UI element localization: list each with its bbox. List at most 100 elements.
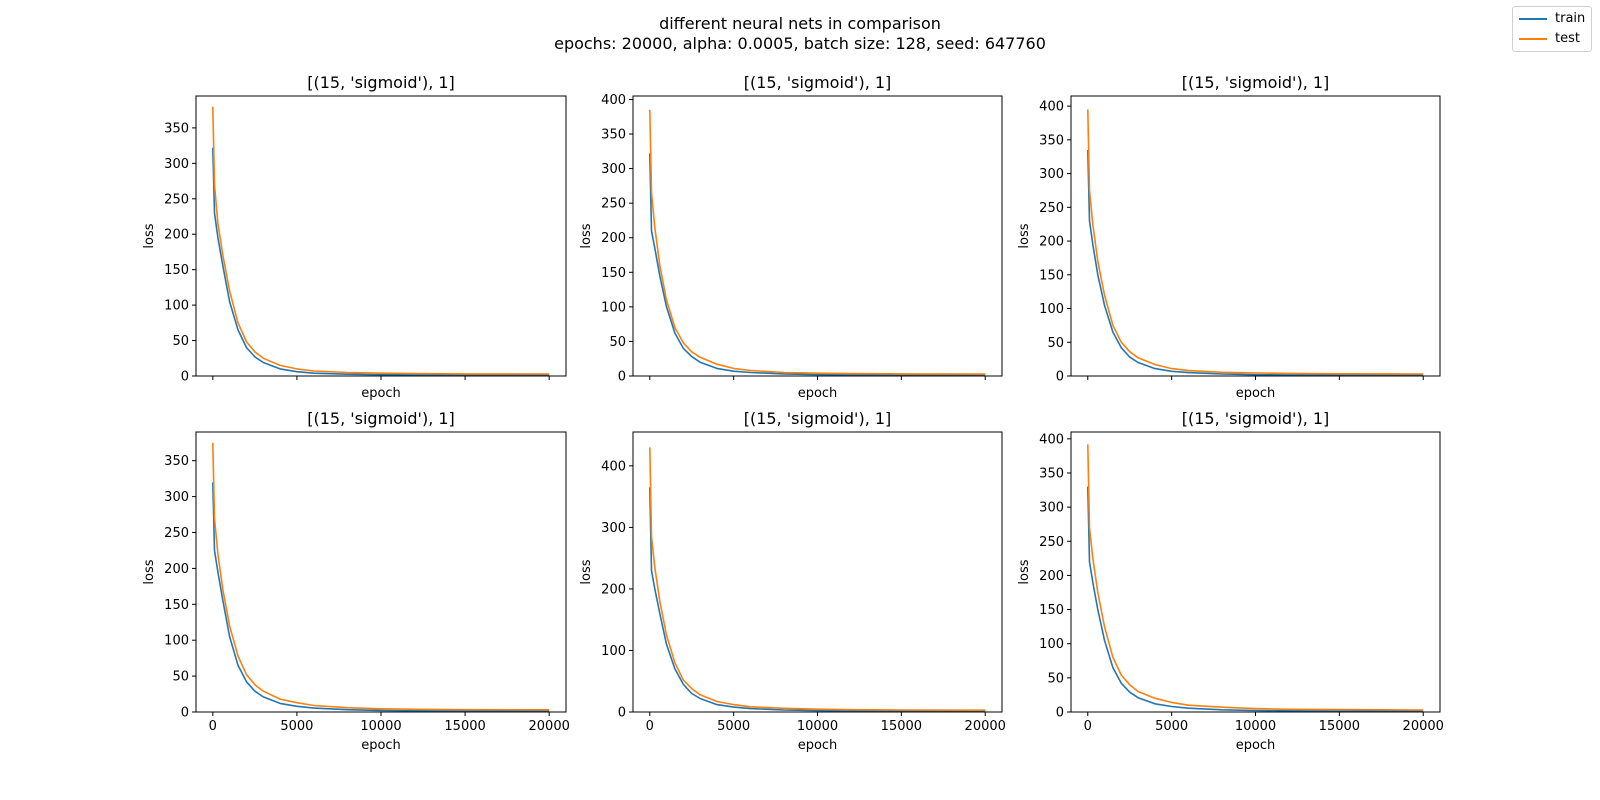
y-tick-label: 50 bbox=[609, 335, 626, 350]
series-group bbox=[212, 442, 550, 712]
series-line-train bbox=[212, 482, 550, 712]
y-tick-label: 100 bbox=[164, 299, 189, 314]
x-axis-label: epoch bbox=[798, 738, 838, 753]
axes-frame bbox=[632, 95, 1003, 377]
subplot-title: [(15, 'sigmoid'), 1] bbox=[307, 409, 455, 428]
x-tick-label: 10000 bbox=[797, 719, 838, 734]
y-tick-label: 150 bbox=[164, 598, 189, 613]
x-tick-label: 20000 bbox=[1403, 719, 1444, 734]
series-group bbox=[1087, 444, 1424, 712]
series-group bbox=[212, 106, 550, 376]
y-tick-label: 250 bbox=[1039, 535, 1064, 550]
y-tick-label: 200 bbox=[601, 231, 626, 246]
y-tick-label: 100 bbox=[601, 644, 626, 659]
y-tick-label: 300 bbox=[1039, 501, 1064, 516]
y-axis-label: loss bbox=[579, 559, 594, 584]
y-tick-label: 200 bbox=[1039, 569, 1064, 584]
series-line-train bbox=[649, 153, 986, 376]
subplot-2: 0 50 100 150 200 250 300 350 400 [(15, 'sigmoid')… bbox=[579, 73, 1003, 401]
legend: train test bbox=[1512, 6, 1592, 52]
subplot-6: 0 5000 10000 15000 20000 0 50 100 150 200 250 300 35… bbox=[1017, 409, 1444, 753]
y-tick-label: 250 bbox=[164, 526, 189, 541]
subplot-title: [(15, 'sigmoid'), 1] bbox=[307, 73, 455, 92]
axes-frame bbox=[195, 95, 567, 377]
series-line-test bbox=[649, 447, 986, 712]
x-tick-label: 10000 bbox=[1235, 719, 1276, 734]
y-tick-label: 50 bbox=[172, 670, 189, 685]
subplot-title: [(15, 'sigmoid'), 1] bbox=[1182, 409, 1330, 428]
axes-frame bbox=[1070, 431, 1441, 713]
legend-item-train: train bbox=[1513, 10, 1591, 28]
series-group bbox=[649, 447, 986, 712]
series-line-test bbox=[1087, 109, 1424, 375]
y-tick-label: 0 bbox=[618, 370, 626, 385]
y-tick-label: 250 bbox=[601, 197, 626, 212]
y-tick-label: 0 bbox=[618, 706, 626, 721]
y-tick-label: 350 bbox=[1039, 466, 1064, 481]
series-line-train bbox=[212, 147, 550, 376]
x-tick-label: 5000 bbox=[280, 719, 313, 734]
y-axis-label: loss bbox=[1017, 223, 1032, 248]
y-tick-label: 300 bbox=[601, 162, 626, 177]
subplot-1: 0 50 100 150 200 250 300 350 [(15, 'sigmoid'), 1… bbox=[142, 73, 567, 401]
y-tick-label: 150 bbox=[1039, 268, 1064, 283]
x-tick-label: 5000 bbox=[717, 719, 750, 734]
series-group bbox=[649, 109, 986, 376]
y-tick-label: 50 bbox=[1047, 336, 1064, 351]
series-line-test bbox=[212, 106, 550, 375]
y-tick-label: 250 bbox=[164, 192, 189, 207]
x-tick-label: 20000 bbox=[529, 719, 570, 734]
x-tick-label: 0 bbox=[646, 719, 654, 734]
y-tick-label: 250 bbox=[1039, 201, 1064, 216]
series-line-test bbox=[649, 109, 986, 375]
series-line-test bbox=[1087, 444, 1424, 711]
figure-subtitle-line: epochs: 20000, alpha: 0.0005, batch size… bbox=[554, 34, 1046, 53]
y-tick-label: 400 bbox=[601, 93, 626, 108]
legend-swatch-test bbox=[1519, 38, 1547, 40]
y-axis-label: loss bbox=[579, 223, 594, 248]
x-tick-label: 10000 bbox=[360, 719, 401, 734]
y-axis-label: loss bbox=[142, 559, 157, 584]
y-tick-label: 200 bbox=[164, 228, 189, 243]
y-tick-label: 300 bbox=[164, 490, 189, 505]
axes-frame bbox=[195, 431, 567, 713]
series-line-test bbox=[212, 442, 550, 711]
series-line-train bbox=[649, 487, 986, 712]
y-tick-label: 300 bbox=[601, 521, 626, 536]
y-tick-label: 200 bbox=[1039, 235, 1064, 250]
y-axis-label: loss bbox=[142, 223, 157, 248]
x-tick-label: 15000 bbox=[881, 719, 922, 734]
y-tick-label: 350 bbox=[164, 121, 189, 136]
y-tick-label: 100 bbox=[164, 634, 189, 649]
y-tick-label: 150 bbox=[1039, 603, 1064, 618]
axes-frame bbox=[1070, 95, 1441, 377]
legend-label-test: test bbox=[1555, 31, 1580, 46]
y-tick-label: 200 bbox=[164, 562, 189, 577]
y-tick-label: 350 bbox=[601, 128, 626, 143]
figure-title: different neural nets in comparison epoc… bbox=[400, 14, 1200, 54]
x-axis-label: epoch bbox=[361, 738, 401, 753]
x-axis-label: epoch bbox=[1236, 738, 1276, 753]
y-tick-label: 150 bbox=[601, 266, 626, 281]
legend-item-test: test bbox=[1513, 30, 1591, 48]
y-tick-label: 0 bbox=[1056, 706, 1064, 721]
y-tick-label: 350 bbox=[164, 454, 189, 469]
x-axis-label: epoch bbox=[1236, 386, 1276, 401]
y-axis-label: loss bbox=[1017, 559, 1032, 584]
series-line-train bbox=[1087, 149, 1424, 376]
y-tick-label: 400 bbox=[1039, 432, 1064, 447]
y-tick-label: 100 bbox=[1039, 637, 1064, 652]
x-tick-label: 15000 bbox=[444, 719, 485, 734]
figure-title-line: different neural nets in comparison bbox=[659, 14, 941, 33]
y-tick-label: 300 bbox=[164, 157, 189, 172]
x-tick-label: 0 bbox=[1084, 719, 1092, 734]
series-line-train bbox=[1087, 486, 1424, 712]
subplot-title: [(15, 'sigmoid'), 1] bbox=[744, 409, 892, 428]
y-tick-label: 150 bbox=[164, 263, 189, 278]
subplot-title: [(15, 'sigmoid'), 1] bbox=[744, 73, 892, 92]
x-tick-label: 20000 bbox=[965, 719, 1006, 734]
y-tick-label: 0 bbox=[181, 706, 189, 721]
x-axis-label: epoch bbox=[798, 386, 838, 401]
y-tick-label: 0 bbox=[1056, 370, 1064, 385]
